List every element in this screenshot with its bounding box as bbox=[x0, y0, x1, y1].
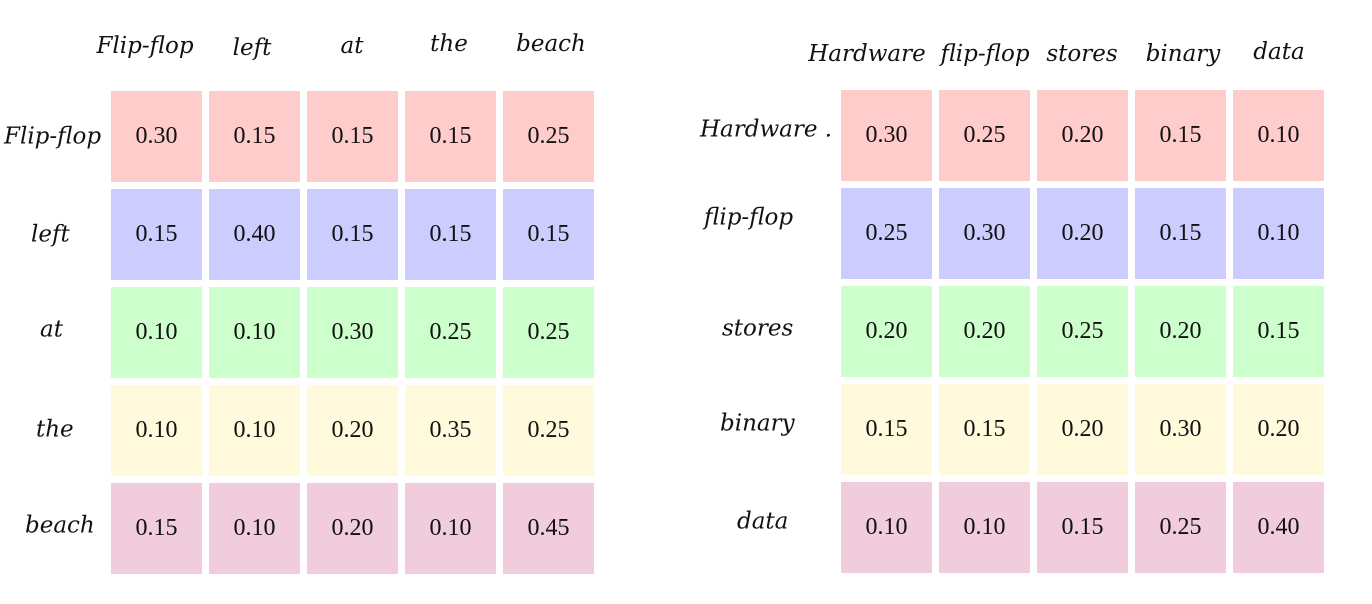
matrix-cell: 0.15 bbox=[1233, 286, 1324, 377]
matrix-cell: 0.15 bbox=[503, 189, 594, 280]
matrix-cell: 0.15 bbox=[307, 91, 398, 182]
matrix-cell: 0.15 bbox=[841, 384, 932, 475]
matrix-cell: 0.15 bbox=[111, 189, 202, 280]
matrix-cell: 0.25 bbox=[503, 287, 594, 378]
matrix-cell: 0.10 bbox=[841, 482, 932, 573]
matrix-cell: 0.15 bbox=[307, 189, 398, 280]
matrix-cell: 0.25 bbox=[503, 385, 594, 476]
column-label: the bbox=[430, 31, 468, 57]
matrix-cell: 0.30 bbox=[841, 90, 932, 181]
matrix-cell: 0.20 bbox=[939, 286, 1030, 377]
matrix-cell: 0.25 bbox=[405, 287, 496, 378]
column-label: flip-flop bbox=[940, 41, 1030, 67]
matrix-cell: 0.15 bbox=[1135, 90, 1226, 181]
matrix-cell: 0.20 bbox=[1233, 384, 1324, 475]
column-label: data bbox=[1253, 39, 1305, 65]
column-label: stores bbox=[1046, 41, 1118, 67]
matrix-cell: 0.30 bbox=[111, 91, 202, 182]
row-label: binary bbox=[720, 410, 795, 437]
matrix-cell: 0.15 bbox=[405, 189, 496, 280]
column-label: binary bbox=[1145, 41, 1221, 67]
matrix-cell: 0.25 bbox=[1037, 286, 1128, 377]
matrix-cell: 0.25 bbox=[939, 90, 1030, 181]
matrix-cell: 0.20 bbox=[1037, 188, 1128, 279]
row-label: the bbox=[36, 416, 74, 443]
matrix-cell: 0.20 bbox=[1135, 286, 1226, 377]
matrix-cell: 0.15 bbox=[111, 483, 202, 574]
matrix-cell: 0.10 bbox=[111, 287, 202, 378]
matrix-cell: 0.20 bbox=[841, 286, 932, 377]
row-label: at bbox=[40, 316, 63, 343]
matrix-cell: 0.25 bbox=[841, 188, 932, 279]
row-label: flip-flop bbox=[704, 204, 794, 231]
matrix-cell: 0.20 bbox=[307, 385, 398, 476]
matrix-cell: 0.45 bbox=[503, 483, 594, 574]
matrix-cell: 0.20 bbox=[307, 483, 398, 574]
matrix-cell: 0.10 bbox=[405, 483, 496, 574]
row-label: Hardware . bbox=[700, 116, 833, 143]
matrix-cell: 0.20 bbox=[1037, 90, 1128, 181]
matrix-cell: 0.40 bbox=[1233, 482, 1324, 573]
column-label: Hardware bbox=[808, 41, 926, 67]
matrix-cell: 0.10 bbox=[209, 483, 300, 574]
matrix-cell: 0.35 bbox=[405, 385, 496, 476]
matrix-cell: 0.15 bbox=[1135, 188, 1226, 279]
row-label: Flip-flop bbox=[4, 123, 102, 150]
matrix-cell: 0.10 bbox=[1233, 188, 1324, 279]
column-label: left bbox=[232, 35, 272, 61]
matrix-cell: 0.10 bbox=[209, 287, 300, 378]
column-label: Flip-flop bbox=[96, 33, 194, 59]
matrix-cell: 0.15 bbox=[1037, 482, 1128, 573]
matrix-cell: 0.10 bbox=[1233, 90, 1324, 181]
matrix-cell: 0.30 bbox=[307, 287, 398, 378]
row-label: data bbox=[737, 508, 789, 535]
matrix-cell: 0.40 bbox=[209, 189, 300, 280]
matrix-cell: 0.30 bbox=[1135, 384, 1226, 475]
row-label: stores bbox=[722, 315, 794, 342]
row-label: beach bbox=[25, 512, 95, 539]
matrix-cell: 0.30 bbox=[939, 188, 1030, 279]
matrix-cell: 0.15 bbox=[405, 91, 496, 182]
matrix-cell: 0.20 bbox=[1037, 384, 1128, 475]
matrix-cell: 0.10 bbox=[209, 385, 300, 476]
matrix-cell: 0.10 bbox=[939, 482, 1030, 573]
row-label: left bbox=[31, 221, 70, 248]
column-label: at bbox=[340, 33, 364, 59]
matrix-cell: 0.15 bbox=[939, 384, 1030, 475]
matrix-cell: 0.25 bbox=[503, 91, 594, 182]
column-label: beach bbox=[516, 31, 586, 57]
matrix-cell: 0.25 bbox=[1135, 482, 1226, 573]
matrix-cell: 0.10 bbox=[111, 385, 202, 476]
matrix-cell: 0.15 bbox=[209, 91, 300, 182]
